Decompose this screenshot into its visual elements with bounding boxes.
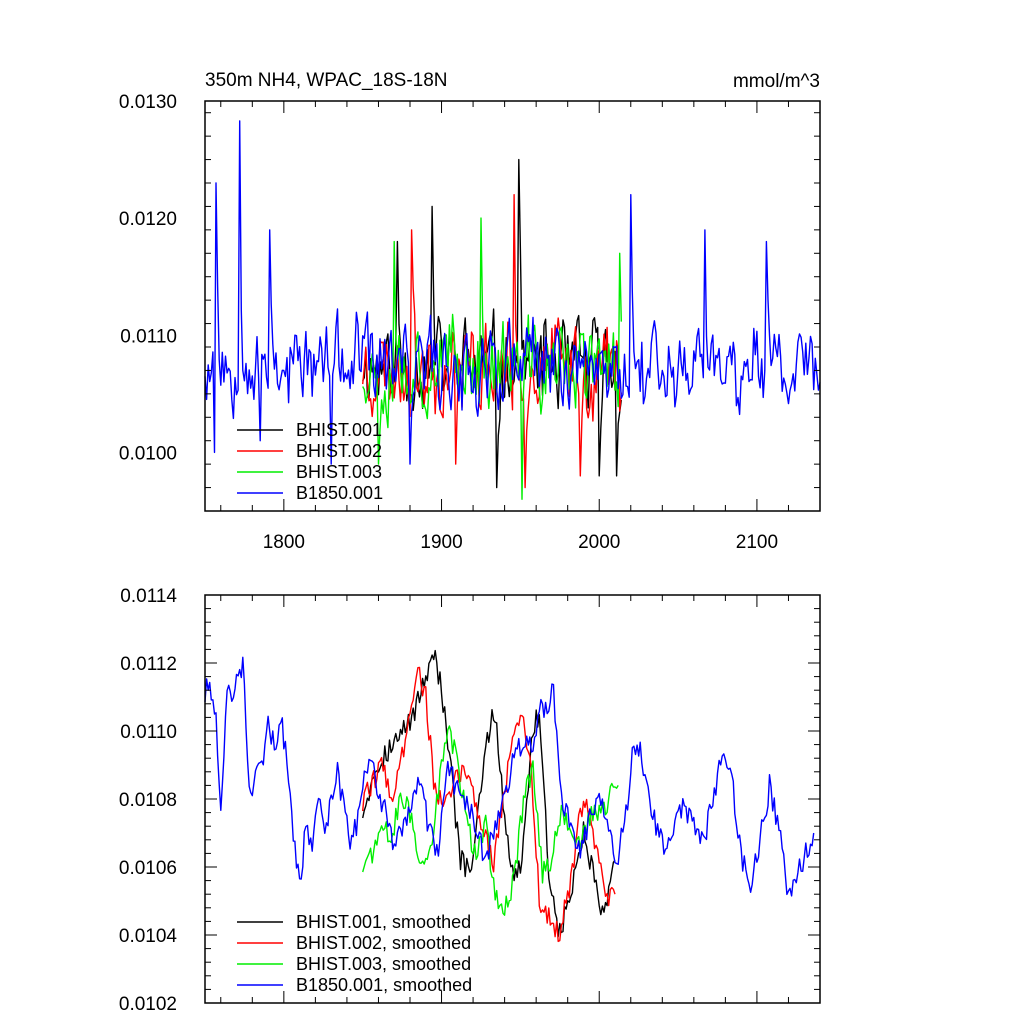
x-tick-label: 2000 xyxy=(578,532,620,553)
legend-label: BHIST.002 xyxy=(296,441,382,461)
legend-label: BHIST.002, smoothed xyxy=(296,933,471,953)
x-tick-label: 1800 xyxy=(263,532,305,553)
panel-top-raw: 350m NH4, WPAC_18S-18N mmol/m^3 1800 1900… xyxy=(119,70,821,553)
plot-frame xyxy=(204,594,821,1004)
legend-label: BHIST.003, smoothed xyxy=(296,954,471,974)
legend-label: BHIST.003 xyxy=(296,462,382,482)
y-tick-label: 0.0100 xyxy=(119,443,177,464)
y-tick-label: 0.0106 xyxy=(119,858,177,879)
y-tick-label: 0.0114 xyxy=(120,586,177,607)
series-line xyxy=(362,666,616,943)
panel-bottom-smoothed: 0.0102 0.0104 0.0106 0.0108 0.0110 0.0112 0.01… xyxy=(119,586,821,1015)
y-tick-label: 0.0112 xyxy=(120,654,177,675)
x-tick-label: 1900 xyxy=(420,532,462,553)
legend-label: BHIST.001, smoothed xyxy=(296,912,471,932)
tick-group: 1800 1900 2000 2100 0.0100 0.0110 0.0120 0.0130 xyxy=(119,92,821,553)
legend-label: BHIST.001 xyxy=(296,420,382,440)
plot-frame xyxy=(204,100,821,512)
y-tick-label: 0.0130 xyxy=(119,92,177,113)
legend-label: B1850.001, smoothed xyxy=(296,975,472,995)
series-group xyxy=(204,120,821,500)
series-group xyxy=(204,649,815,943)
y-tick-label: 0.0110 xyxy=(120,326,177,347)
panel-title: 350m NH4, WPAC_18S-18N xyxy=(205,70,448,91)
panel-units: mmol/m^3 xyxy=(733,71,820,92)
series-line xyxy=(362,158,622,489)
y-tick-label: 0.0120 xyxy=(119,209,177,230)
tick-group: 0.0102 0.0104 0.0106 0.0108 0.0110 0.0112 0.01… xyxy=(119,586,821,1015)
legend-label: B1850.001 xyxy=(296,483,383,503)
y-tick-label: 0.0110 xyxy=(120,722,177,743)
y-tick-label: 0.0102 xyxy=(119,994,177,1015)
y-tick-label: 0.0108 xyxy=(119,790,177,811)
series-line xyxy=(204,120,821,465)
series-line xyxy=(204,656,815,897)
x-tick-label: 2100 xyxy=(736,532,778,553)
y-tick-label: 0.0104 xyxy=(119,926,178,947)
series-line xyxy=(362,649,616,938)
